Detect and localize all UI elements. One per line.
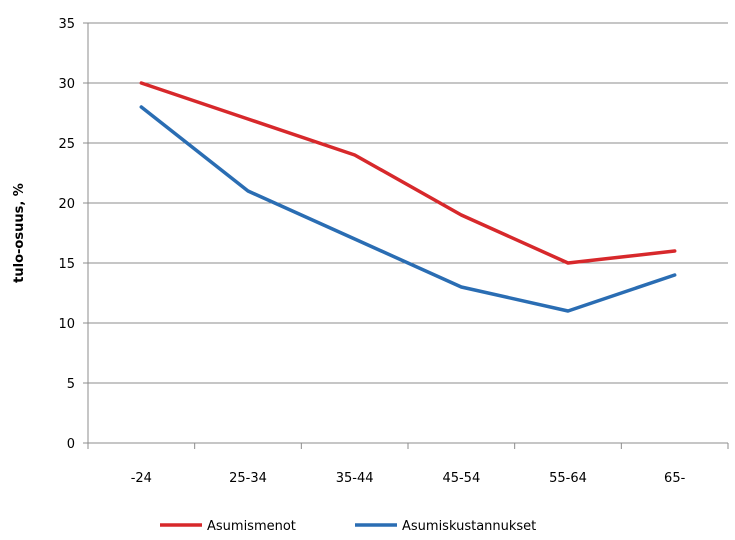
y-tick-label: 35 <box>58 17 75 32</box>
legend: Asumismenot Asumiskustannukset <box>160 519 536 534</box>
y-tick-labels: 0 5 10 15 20 25 30 35 <box>58 17 75 452</box>
y-tick-label: 30 <box>58 77 75 92</box>
series-lines <box>139 81 677 313</box>
y-tick-label: 15 <box>58 257 75 272</box>
x-tick-labels: -24 25-34 35-44 45-54 55-64 65- <box>131 471 686 486</box>
y-tick-label: 5 <box>67 377 75 392</box>
x-tick-label: 65- <box>664 471 686 486</box>
y-tick-label: 0 <box>67 437 75 452</box>
legend-label: Asumiskustannukset <box>402 519 536 534</box>
legend-label: Asumismenot <box>207 519 296 534</box>
x-tick-label: -24 <box>131 471 152 486</box>
series-line-asumiskustannukset <box>139 105 677 313</box>
axes <box>83 22 729 449</box>
y-tick-label: 10 <box>58 317 75 332</box>
x-tick-label: 55-64 <box>549 471 587 486</box>
y-axis-label: tulo-osuus, % <box>12 183 27 283</box>
x-tick-label: 25-34 <box>229 471 267 486</box>
series-line-asumismenot <box>139 81 677 265</box>
x-tick-label: 35-44 <box>336 471 374 486</box>
gridlines <box>88 22 728 384</box>
legend-item: Asumiskustannukset <box>355 519 536 534</box>
y-tick-label: 25 <box>58 137 75 152</box>
x-tick-label: 45-54 <box>442 471 480 486</box>
legend-item: Asumismenot <box>160 519 296 534</box>
y-tick-label: 20 <box>58 197 75 212</box>
